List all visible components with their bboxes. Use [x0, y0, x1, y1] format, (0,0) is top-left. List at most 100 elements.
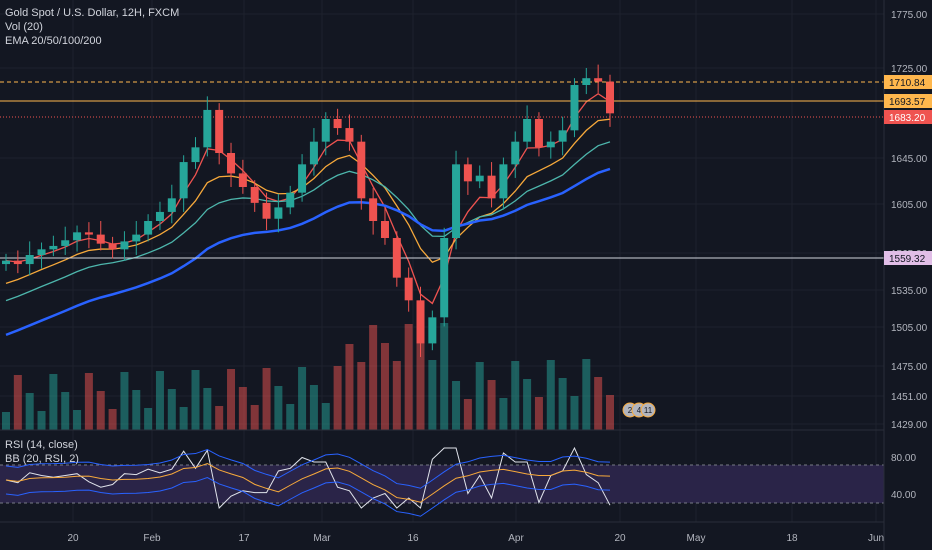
candle-body	[546, 141, 555, 148]
price-tick-label: 1429.00	[891, 420, 928, 431]
volume-legend[interactable]: Vol (20)	[5, 21, 43, 33]
candle-body	[309, 141, 318, 165]
candle-body	[404, 277, 413, 301]
volume-bar	[475, 362, 484, 430]
volume-bars	[2, 323, 614, 430]
candle-body	[345, 128, 354, 142]
volume-bar	[392, 361, 401, 430]
candle-body	[37, 249, 46, 255]
rsi-line	[5, 446, 611, 510]
price-tick-label: 1605.00	[891, 200, 928, 211]
volume-bar	[227, 369, 236, 430]
volume-bar	[37, 411, 46, 430]
volume-bar	[61, 392, 70, 430]
candle-body	[227, 153, 236, 174]
rsi-legend: RSI (14, close) BB (20, RSI, 2)	[5, 438, 79, 466]
price-tick-label: 1535.00	[891, 286, 928, 297]
candle-body	[144, 221, 153, 235]
price-tag-box	[884, 94, 932, 108]
volume-bar	[404, 324, 413, 430]
candle-body	[215, 109, 224, 153]
event-badge-label: 11	[644, 406, 653, 415]
volume-bar	[96, 391, 105, 430]
bb-title[interactable]: BB (20, RSI, 2)	[5, 453, 79, 465]
volume-bar	[203, 388, 212, 430]
ema-legend[interactable]: EMA 20/50/100/200	[5, 35, 102, 47]
candle-body	[61, 240, 70, 246]
candle-body	[369, 198, 378, 221]
candle-body	[25, 255, 34, 265]
volume-bar	[357, 362, 366, 430]
volume-bar	[274, 386, 283, 430]
time-axis[interactable]: 20 Feb 17 Mar 16 Apr 20 May 18 Jun	[67, 533, 884, 544]
candle-body	[534, 119, 543, 148]
candle-body	[499, 164, 508, 199]
time-tick-label: Apr	[508, 533, 524, 544]
price-tag-label: 1683.20	[889, 113, 926, 124]
event-badge-label: 2	[628, 406, 633, 415]
volume-bar	[13, 375, 22, 430]
volume-bar	[73, 410, 82, 430]
event-badge[interactable]	[640, 402, 656, 418]
time-tick-label: Mar	[313, 533, 331, 544]
price-tag-box	[884, 75, 932, 89]
rsi-tick-label: 40.00	[891, 490, 916, 501]
volume-bar	[167, 389, 176, 430]
candle-body	[558, 130, 567, 142]
time-tick-label: Jun	[868, 533, 884, 544]
volume-bar	[262, 368, 271, 430]
volume-bar	[534, 397, 543, 430]
candle-body	[321, 119, 330, 142]
candle-body	[191, 147, 200, 163]
candle-body	[475, 175, 484, 182]
time-tick-label: Feb	[143, 533, 161, 544]
time-tick-label: May	[687, 533, 706, 544]
volume-bar	[570, 396, 579, 430]
volume-bar	[321, 403, 330, 430]
candle-body	[155, 211, 164, 221]
candle-body	[416, 300, 425, 344]
volume-bar	[333, 366, 342, 430]
symbol-title[interactable]: Gold Spot / U.S. Dollar, 12H, FXCM	[5, 7, 180, 19]
price-tick-label: 1451.00	[891, 392, 928, 403]
candle-body	[84, 232, 93, 235]
volume-bar	[546, 360, 555, 430]
price-tag-label: 1559.32	[889, 254, 926, 265]
volume-bar	[132, 390, 141, 430]
time-tick-label: 20	[67, 533, 79, 544]
bb-basis-line	[5, 462, 611, 503]
volume-bar	[416, 342, 425, 430]
candle-body	[2, 260, 10, 265]
time-tick-label: 17	[238, 533, 250, 544]
volume-bar	[523, 379, 532, 430]
candle-body	[487, 175, 496, 199]
candle-body	[250, 187, 259, 203]
price-tag-box	[884, 251, 932, 265]
rsi-tick-label: 80.00	[891, 453, 916, 464]
candle-body	[167, 198, 176, 212]
volume-bar	[144, 408, 153, 430]
candle-body	[96, 234, 105, 244]
price-tag-box	[884, 110, 932, 124]
price-tick-label: 1505.00	[891, 323, 928, 334]
volume-bar	[120, 372, 129, 430]
price-tick-label: 1645.00	[891, 154, 928, 165]
candle-body	[333, 119, 342, 129]
bb-upper-line	[5, 448, 611, 489]
volume-bar	[558, 378, 567, 430]
volume-bar	[428, 360, 437, 430]
volume-bar	[594, 377, 603, 430]
candle-body	[203, 109, 212, 148]
volume-bar	[298, 367, 307, 430]
candle-body	[298, 164, 307, 193]
volume-bar	[286, 404, 295, 430]
candle-body	[238, 173, 247, 187]
price-tick-label: 1475.00	[891, 362, 928, 373]
event-badges[interactable]: 2 4 11	[622, 402, 656, 418]
volume-bar	[440, 323, 449, 430]
candle-body	[274, 207, 283, 219]
volume-bar	[606, 395, 614, 430]
rsi-title[interactable]: RSI (14, close)	[5, 439, 78, 451]
time-tick-label: 18	[786, 533, 798, 544]
